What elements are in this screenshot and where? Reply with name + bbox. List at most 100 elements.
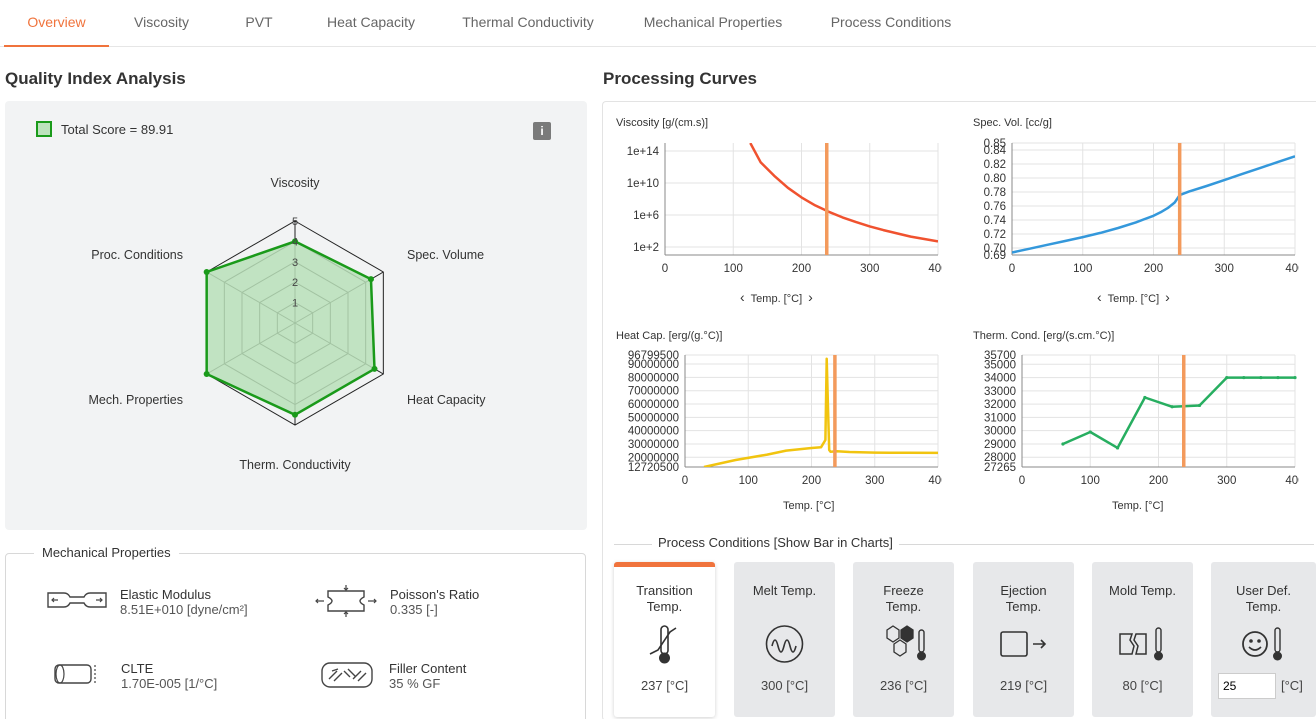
ejection-icon bbox=[1000, 631, 1047, 657]
y-tick-label: 96799500 bbox=[628, 350, 679, 362]
y-tick-label: 40000000 bbox=[628, 426, 679, 438]
filler-content-value: 35 % GF bbox=[389, 676, 441, 691]
viscosity-chart: 1e+14 1e+10 1e+6 1e+20 100 200 300 400 bbox=[627, 143, 942, 275]
curves-section-title: Processing Curves bbox=[603, 69, 758, 88]
series-point bbox=[1242, 375, 1246, 380]
series-point bbox=[1088, 430, 1092, 434]
user-def-temp-card[interactable]: User Def.Temp. [°C] bbox=[1211, 562, 1316, 717]
radar-point bbox=[367, 276, 374, 283]
y-tick-label: 50000000 bbox=[628, 412, 679, 424]
melt-temp-card[interactable]: Melt Temp. 300 [°C] bbox=[734, 562, 835, 717]
x-tick-label: 0 bbox=[1009, 263, 1015, 275]
y-tick-label: 0.84 bbox=[984, 145, 1007, 157]
tab-viscosity[interactable]: Viscosity bbox=[134, 14, 189, 30]
process-conditions-legend: Process Conditions [Show Bar in Charts] bbox=[652, 535, 899, 550]
freeze-hexagon-icon bbox=[886, 625, 926, 661]
x-tick-label: 0 bbox=[662, 263, 668, 275]
x-tick-label: 100 bbox=[1073, 263, 1092, 275]
elastic-modulus-value: 8.51E+010 [dyne/cm²] bbox=[120, 602, 248, 617]
y-tick-label: 31000 bbox=[984, 412, 1016, 424]
y-tick-label: 35700 bbox=[984, 350, 1016, 362]
poissons-ratio-value: 0.335 [-] bbox=[390, 602, 438, 617]
smiley-thermometer-icon bbox=[1242, 627, 1282, 661]
radar-ring-label: 5 bbox=[292, 216, 298, 228]
tab-mechanical-properties[interactable]: Mechanical Properties bbox=[643, 14, 783, 30]
viscosity-chart-title: Viscosity [g/(cm.s)] bbox=[616, 117, 709, 129]
y-tick-label: 0.78 bbox=[984, 187, 1006, 199]
user-def-temp-input[interactable] bbox=[1218, 673, 1276, 699]
series-point bbox=[1276, 375, 1280, 380]
series-point bbox=[1225, 375, 1229, 380]
tab-overview[interactable]: Overview bbox=[4, 0, 109, 47]
freeze-temp-value: 236 [°C] bbox=[879, 678, 928, 693]
heat-cap-chart-title: Heat Cap. [erg/(g.°C)] bbox=[616, 330, 723, 342]
prev-chart-arrow[interactable]: ‹ bbox=[740, 289, 745, 305]
radar-axis-label: Spec. Volume bbox=[407, 248, 484, 262]
next-chart-arrow-2[interactable]: › bbox=[1165, 289, 1170, 305]
processing-curves-card bbox=[602, 101, 1316, 719]
radar-point bbox=[203, 371, 210, 377]
transition-temp-card[interactable]: Transition Temp. 237 [°C] bbox=[614, 562, 715, 717]
y-tick-label: 1e+10 bbox=[627, 178, 659, 190]
radar-point bbox=[371, 365, 378, 372]
heat-cap-xaxis-label: Temp. [°C] bbox=[783, 500, 835, 512]
tab-heat-capacity[interactable]: Heat Capacity bbox=[327, 14, 415, 30]
series-point bbox=[1259, 375, 1263, 380]
spec-vol-xaxis: ‹ Temp. [°C] › bbox=[1097, 289, 1170, 305]
freeze-temp-label: Freeze Temp. bbox=[883, 583, 924, 614]
melt-temp-label: Melt Temp. bbox=[752, 583, 817, 598]
poissons-ratio-item: Poisson's Ratio 0.335 [-] bbox=[314, 584, 479, 618]
therm-cond-xaxis-label: Temp. [°C] bbox=[1112, 500, 1164, 512]
user-def-temp-label: User Def. Temp. bbox=[1236, 583, 1291, 614]
tab-thermal-conductivity[interactable]: Thermal Conductivity bbox=[462, 14, 594, 30]
prev-chart-arrow-2[interactable]: ‹ bbox=[1097, 289, 1102, 305]
poisson-ratio-icon bbox=[315, 585, 377, 617]
radar-point bbox=[203, 269, 210, 275]
radar-chart: 1 2 3 4 5 Viscosity Spec. Volume Heat Capacity T… bbox=[89, 176, 487, 472]
radar-axis-label: Viscosity bbox=[270, 176, 320, 190]
tab-pvt[interactable]: PVT bbox=[245, 14, 273, 30]
freeze-temp-card[interactable]: Freeze Temp. 236 [°C] bbox=[853, 562, 954, 717]
cylinder-expansion-icon bbox=[54, 664, 96, 684]
series-point bbox=[1115, 446, 1120, 450]
x-tick-label: 300 bbox=[865, 475, 884, 487]
mold-temp-card[interactable]: Mold Temp. 80 [°C] bbox=[1092, 562, 1193, 717]
radar-axis-label: Proc. Conditions bbox=[91, 248, 183, 262]
poissons-ratio-name: Poisson's Ratio bbox=[390, 587, 480, 602]
x-tick-label: 0 bbox=[1019, 475, 1025, 487]
series-line bbox=[1012, 155, 1295, 254]
tab-process-conditions[interactable]: Process Conditions bbox=[830, 14, 952, 30]
elastic-modulus-name: Elastic Modulus bbox=[120, 587, 212, 602]
elastic-modulus-item: Elastic Modulus 8.51E+010 [dyne/cm²] bbox=[46, 587, 248, 617]
y-tick-label: 1e+6 bbox=[633, 210, 659, 222]
spec-vol-chart-title: Spec. Vol. [cc/g] bbox=[973, 117, 1052, 129]
radar-ring-label: 3 bbox=[292, 257, 298, 269]
x-tick-label: 400 bbox=[928, 475, 942, 487]
clte-name: CLTE bbox=[121, 661, 154, 676]
spec-vol-xaxis-label: Temp. [°C] bbox=[1107, 293, 1160, 305]
thermometer-transition-icon bbox=[649, 625, 677, 664]
next-chart-arrow[interactable]: › bbox=[808, 289, 813, 305]
series-point bbox=[1197, 403, 1202, 408]
y-tick-label: 12720500 bbox=[628, 462, 679, 474]
y-tick-label: 0.82 bbox=[984, 159, 1006, 171]
ejection-temp-value: 219 [°C] bbox=[999, 678, 1048, 693]
x-tick-label: 300 bbox=[1217, 475, 1236, 487]
tensile-specimen-icon bbox=[47, 592, 107, 608]
x-tick-label: 400 bbox=[1285, 475, 1299, 487]
radar-axis-label: Therm. Conductivity bbox=[239, 458, 351, 472]
x-tick-label: 200 bbox=[1144, 263, 1163, 275]
x-tick-label: 100 bbox=[739, 475, 758, 487]
info-icon[interactable]: i bbox=[533, 122, 551, 140]
x-tick-label: 300 bbox=[860, 263, 879, 275]
filler-content-item: Filler Content 35 % GF bbox=[320, 661, 466, 691]
ejection-temp-card[interactable]: Ejection Temp. 219 [°C] bbox=[973, 562, 1074, 717]
y-tick-label: 60000000 bbox=[628, 399, 679, 411]
score-legend-box bbox=[36, 121, 52, 137]
radar-axis-label: Heat Capacity bbox=[407, 393, 486, 407]
y-tick-label: 33000 bbox=[984, 386, 1016, 398]
x-tick-label: 0 bbox=[682, 475, 688, 487]
x-tick-label: 200 bbox=[792, 263, 811, 275]
radar-point bbox=[292, 238, 298, 245]
